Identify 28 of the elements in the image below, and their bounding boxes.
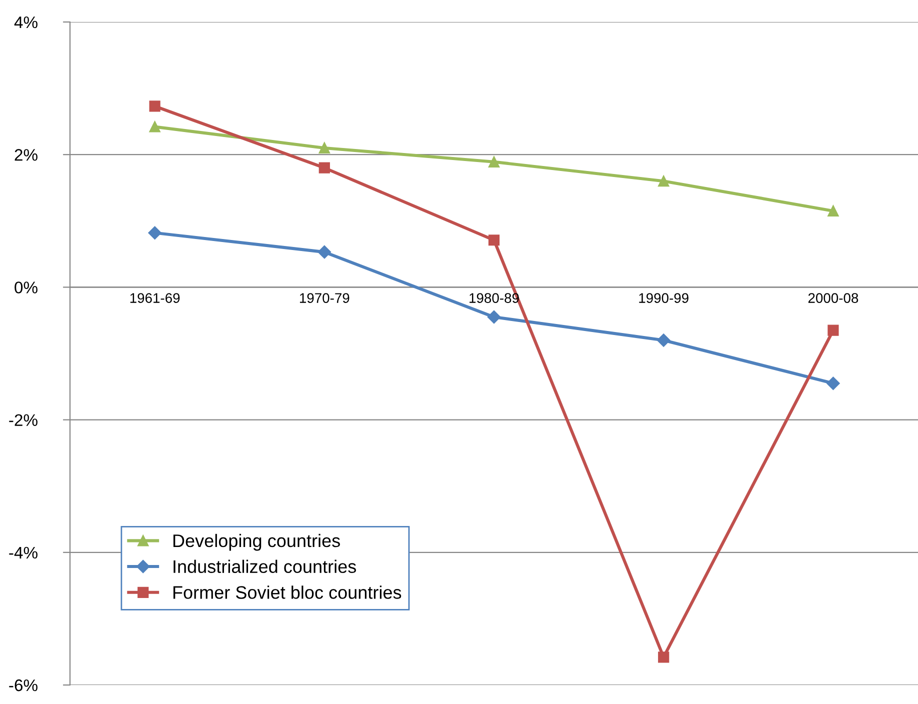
point (318, 162, 330, 174)
point (488, 234, 500, 246)
point (657, 334, 670, 347)
point (318, 245, 331, 259)
y-tick-label: -6% (9, 679, 38, 692)
point (826, 376, 840, 390)
x-tick-label: 1990-99 (639, 293, 688, 303)
point (149, 100, 160, 112)
legend-label: Former Soviet bloc countries (173, 586, 402, 599)
legend-label: Industrialized countries (174, 560, 356, 574)
point (828, 324, 839, 336)
point (318, 142, 330, 154)
point (658, 652, 670, 663)
point (828, 205, 839, 217)
y-tick-label: -2% (9, 414, 38, 426)
point (658, 176, 670, 187)
x-tick-label: 2000-08 (808, 293, 858, 303)
y-tick-label: 2% (14, 149, 38, 161)
legend-label: Developing countries (173, 534, 340, 551)
x-tick-label: 1970-79 (300, 293, 350, 303)
point (487, 310, 501, 324)
y-tick-label: -4% (9, 546, 38, 559)
point (149, 121, 160, 132)
x-tick-label: 1961-69 (130, 293, 180, 303)
y-tick-label: 4% (14, 16, 38, 28)
point (488, 156, 500, 168)
point (148, 226, 162, 240)
y-tick-label: 0% (14, 282, 38, 294)
